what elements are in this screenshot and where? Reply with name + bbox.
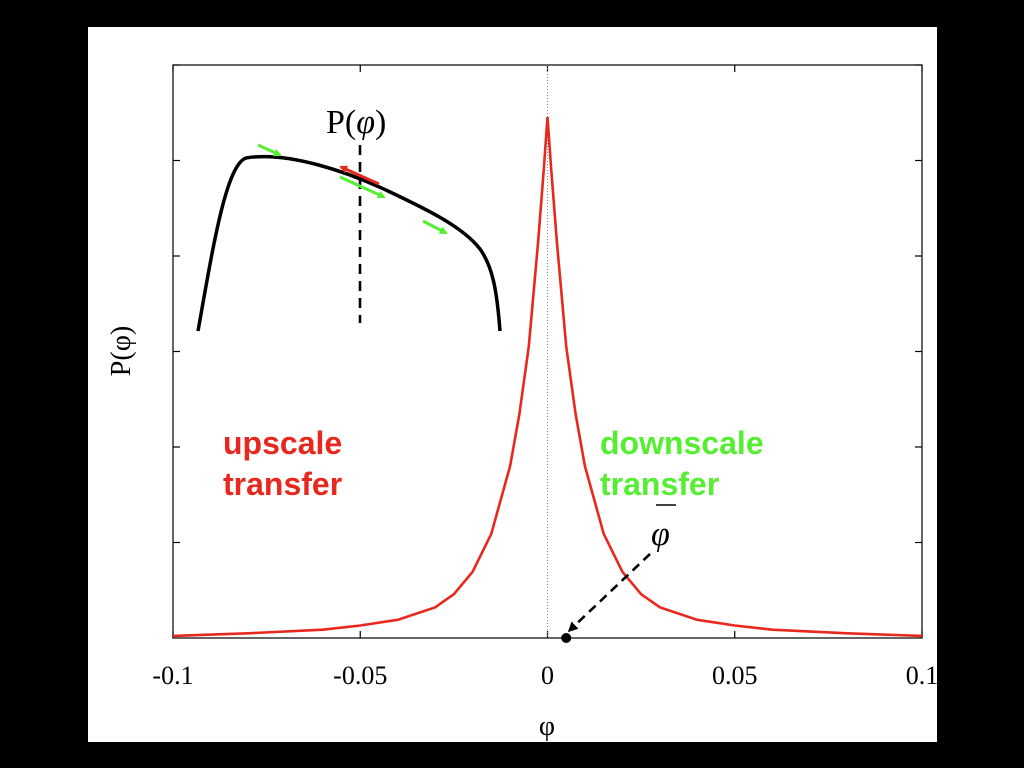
inset-label-close: )	[375, 104, 386, 141]
inset-distribution-curve	[196, 154, 502, 332]
x-tick-label: 0	[541, 661, 554, 690]
inset-schematic: P(φ)	[196, 104, 502, 332]
x-axis-title: φ	[539, 711, 555, 742]
downscale-label: downscale transfer	[600, 425, 773, 502]
phi-bar-symbol: φ	[651, 516, 670, 553]
probability-distribution-chart: -0.1 -0.05 0 0.05 0.1 φ P(φ) upscale transfe…	[106, 64, 937, 742]
phi-bar-pointer-arrow	[567, 553, 651, 633]
downscale-line-1: downscale	[600, 425, 764, 461]
x-tick-label: 0.1	[906, 661, 937, 690]
upscale-label: upscale transfer	[223, 425, 351, 502]
x-tick-label: -0.1	[152, 661, 193, 690]
upscale-line-1: upscale	[223, 425, 342, 461]
mean-point-marker	[561, 633, 572, 643]
upscale-line-2: transfer	[223, 466, 342, 502]
distribution-curve	[172, 117, 923, 638]
x-axis-ticks: -0.1 -0.05 0 0.05 0.1	[152, 65, 937, 690]
x-tick-label: 0.05	[712, 661, 758, 690]
inset-label-P: P(	[326, 104, 356, 141]
y-axis-title: P(φ)	[106, 326, 137, 376]
inset-label: P(φ)	[326, 104, 386, 141]
inset-green-arrow-2	[339, 175, 386, 199]
x-tick-label: -0.05	[333, 661, 387, 690]
y-axis-ticks	[173, 64, 922, 544]
downscale-line-2: transfer	[600, 466, 719, 502]
inset-label-phi: φ	[356, 104, 375, 141]
inset-red-arrow	[339, 165, 380, 186]
plot-frame	[172, 64, 923, 639]
inset-green-arrow-3	[422, 219, 448, 235]
slide-panel: -0.1 -0.05 0 0.05 0.1 φ P(φ) upscale transfe…	[88, 27, 937, 742]
inset-green-arrow-1	[257, 143, 282, 157]
